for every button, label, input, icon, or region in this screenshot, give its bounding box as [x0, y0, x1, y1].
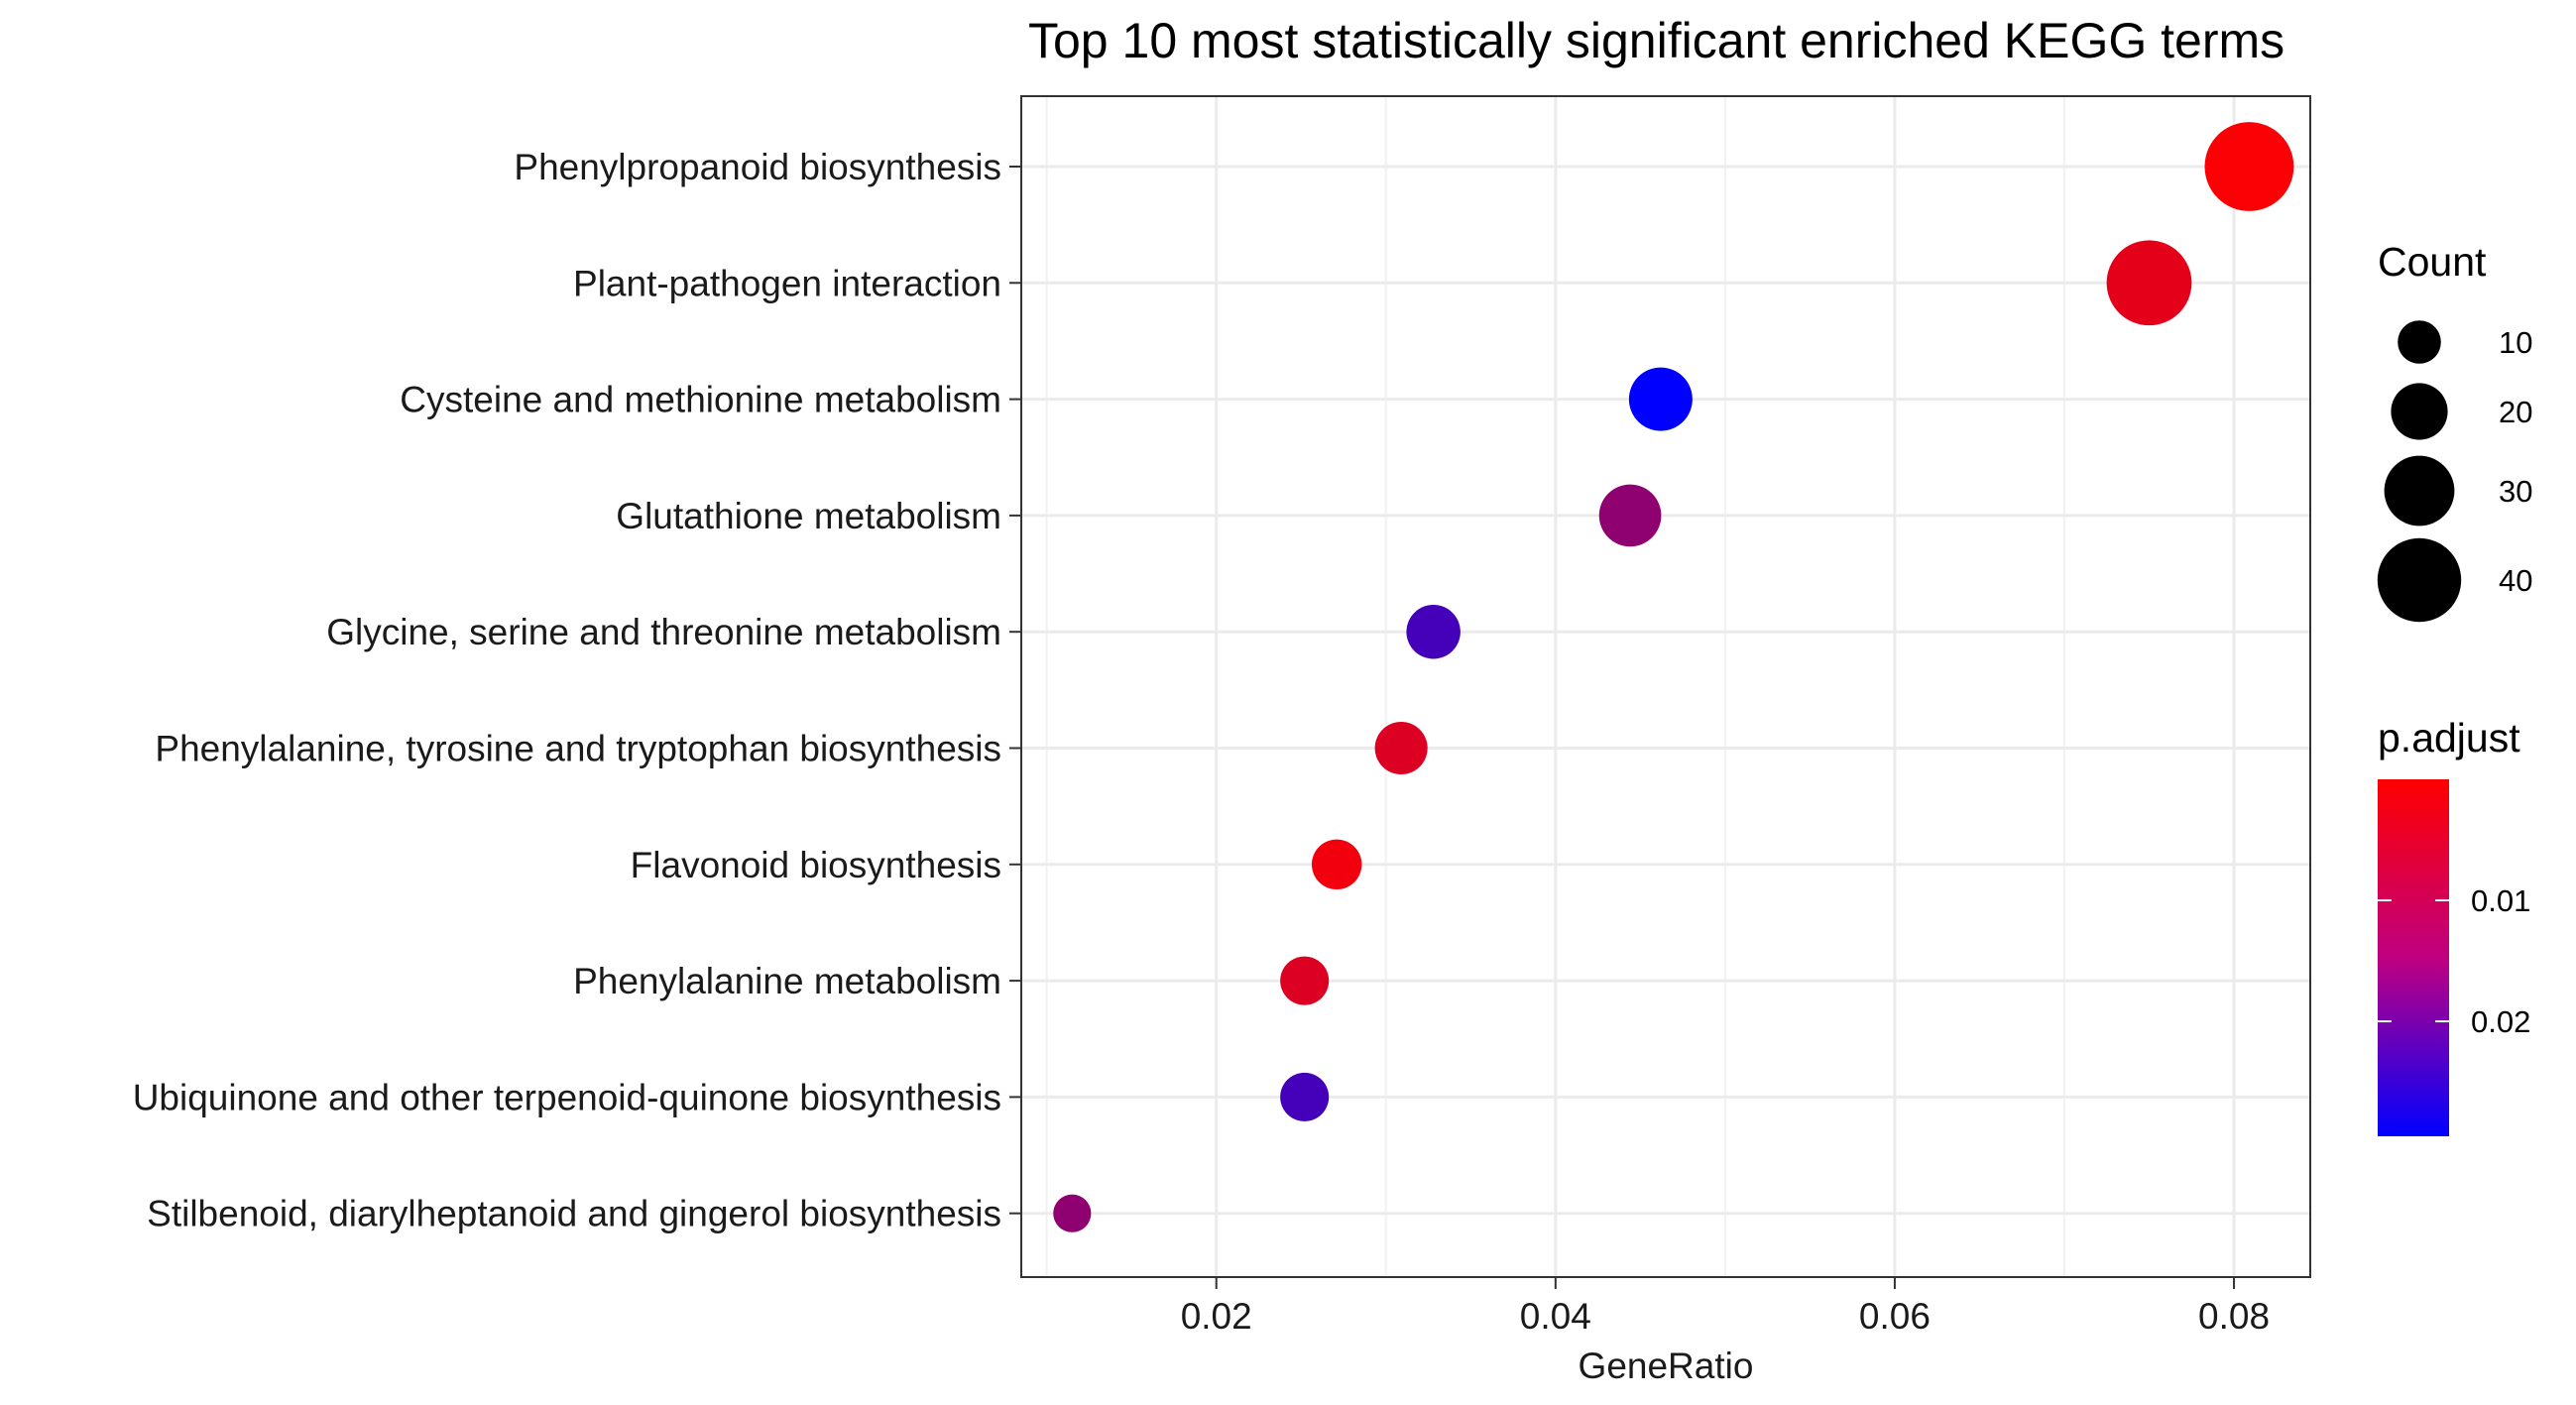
size-legend-key	[2377, 537, 2462, 623]
data-point	[1598, 484, 1662, 547]
data-point	[2106, 240, 2192, 326]
y-tick-label: Plant-pathogen interaction	[573, 263, 1001, 303]
size-legend-key	[2384, 455, 2455, 527]
size-legend-items: 10 20 30 40	[2377, 320, 2532, 623]
y-tick-label: Flavonoid biosynthesis	[631, 845, 1001, 885]
y-tick-label: Glutathione metabolism	[616, 496, 1001, 536]
data-point	[2204, 122, 2294, 211]
minor-gridlines	[1045, 96, 2065, 1277]
size-legend-title: Count	[2378, 239, 2487, 285]
panel-border	[1020, 95, 2311, 1278]
x-axis-tick-marks	[1215, 1277, 2236, 1289]
size-legend-key	[2391, 383, 2448, 440]
data-point	[1374, 721, 1428, 775]
y-tick-label: Phenylalanine, tyrosine and tryptophan b…	[155, 729, 1001, 769]
data-points	[1053, 122, 2294, 1232]
plot-panel	[1020, 95, 2311, 1278]
data-point	[1311, 839, 1362, 889]
y-tick-label: Phenylpropanoid biosynthesis	[514, 147, 1001, 187]
padjust-color-legend: p.adjust 0.01 0.02	[2378, 715, 2530, 1136]
x-tick-label: 0.06	[1859, 1296, 1931, 1337]
colorbar-label: 0.01	[2471, 883, 2530, 918]
y-tick-label: Ubiquinone and other terpenoid-quinone b…	[133, 1077, 1001, 1117]
colorbar-label: 0.02	[2471, 1004, 2530, 1039]
size-legend-label: 10	[2499, 325, 2532, 360]
y-tick-label: Phenylalanine metabolism	[573, 961, 1001, 1001]
size-legend-label: 40	[2499, 563, 2532, 598]
x-axis-title: GeneRatio	[1579, 1346, 1754, 1386]
x-tick-label: 0.04	[1520, 1296, 1591, 1337]
x-axis-tick-labels: 0.02 0.04 0.06 0.08	[1181, 1296, 2270, 1337]
count-size-legend: Count 10 20 30 40	[2377, 239, 2532, 623]
y-tick-label: Cysteine and methionine metabolism	[400, 380, 1001, 420]
y-axis-tick-marks	[1009, 166, 1021, 1215]
chart-title: Top 10 most statistically significant en…	[1028, 13, 2284, 68]
x-tick-label: 0.02	[1181, 1296, 1252, 1337]
color-legend-title: p.adjust	[2378, 715, 2520, 761]
size-legend-label: 20	[2499, 395, 2532, 429]
data-point	[1628, 367, 1693, 431]
x-tick-label: 0.08	[2198, 1296, 2270, 1337]
y-tick-label: Glycine, serine and threonine metabolism	[326, 612, 1001, 652]
y-axis-tick-labels: Phenylpropanoid biosynthesis Plant-pathog…	[133, 147, 1001, 1234]
data-point	[1280, 1072, 1330, 1121]
panel-background	[1021, 96, 2310, 1277]
size-legend-key	[2398, 320, 2441, 364]
color-legend-colorbar	[2378, 779, 2449, 1136]
data-point	[1280, 956, 1330, 1005]
y-tick-label: Stilbenoid, diarylheptanoid and gingerol…	[147, 1194, 1001, 1234]
color-legend-ticks: 0.01 0.02	[2378, 883, 2530, 1039]
data-point	[1053, 1194, 1092, 1232]
size-legend-label: 30	[2499, 474, 2532, 509]
data-point	[1406, 604, 1461, 659]
